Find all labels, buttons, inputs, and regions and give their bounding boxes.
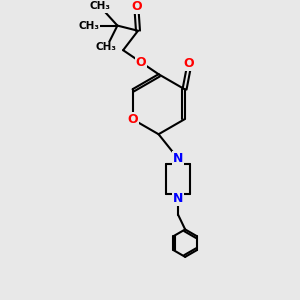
Text: CH₃: CH₃	[78, 21, 99, 31]
Text: CH₃: CH₃	[90, 2, 111, 11]
Text: O: O	[131, 0, 142, 13]
Text: CH₃: CH₃	[95, 42, 116, 52]
Text: O: O	[184, 57, 194, 70]
Text: O: O	[136, 56, 146, 69]
Text: O: O	[127, 113, 138, 126]
Text: N: N	[173, 192, 183, 205]
Text: N: N	[173, 152, 183, 165]
